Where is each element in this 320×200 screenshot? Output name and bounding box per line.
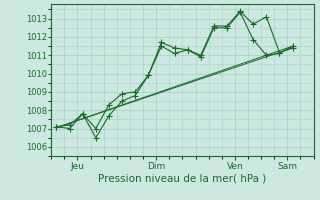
X-axis label: Pression niveau de la mer( hPa ): Pression niveau de la mer( hPa ) bbox=[98, 173, 267, 183]
